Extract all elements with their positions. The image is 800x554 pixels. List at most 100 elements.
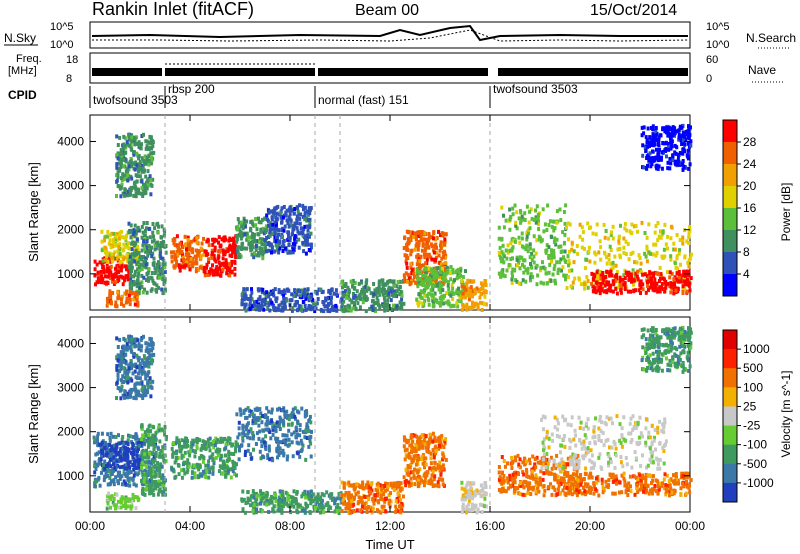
data-cell — [669, 254, 673, 259]
data-cell — [145, 236, 149, 241]
data-cell — [308, 225, 312, 230]
data-cell — [301, 240, 305, 245]
data-cell — [610, 230, 613, 235]
data-cell — [129, 262, 132, 266]
data-cell — [178, 241, 182, 246]
data-cell — [629, 277, 633, 282]
data-cell — [157, 273, 161, 278]
data-cell — [162, 280, 166, 285]
data-cell — [253, 507, 257, 512]
data-cell — [106, 299, 110, 304]
data-cell — [108, 442, 112, 447]
data-cell — [648, 137, 652, 142]
data-cell — [661, 255, 665, 260]
data-cell — [687, 124, 690, 129]
data-cell — [431, 304, 435, 309]
data-cell — [417, 243, 421, 247]
data-cell — [140, 142, 144, 147]
data-cell — [119, 148, 123, 153]
data-cell — [399, 289, 403, 294]
data-cell — [100, 274, 103, 279]
data-cell — [623, 222, 627, 226]
data-cell — [210, 248, 214, 253]
data-cell — [152, 256, 156, 261]
data-cell — [116, 270, 120, 275]
data-cell — [559, 218, 563, 223]
data-cell — [282, 205, 286, 209]
data-cell — [614, 286, 618, 291]
data-cell — [547, 270, 551, 275]
data-cell — [546, 203, 550, 208]
data-cell — [276, 232, 280, 237]
data-cell — [528, 246, 532, 251]
data-cell — [216, 450, 220, 455]
data-cell — [266, 217, 270, 222]
data-cell — [139, 257, 143, 262]
data-cell — [258, 449, 262, 454]
data-cell — [553, 219, 557, 224]
data-cell — [347, 293, 350, 298]
data-cell — [419, 289, 423, 294]
data-cell — [226, 458, 229, 463]
data-cell — [130, 164, 133, 169]
data-cell — [152, 281, 156, 286]
data-cell — [216, 447, 219, 452]
data-cell — [286, 288, 290, 293]
data-cell — [313, 309, 317, 314]
data-cell — [432, 271, 436, 276]
data-cell — [230, 262, 233, 267]
data-cell — [107, 454, 111, 459]
data-cell — [295, 205, 299, 210]
data-cell — [237, 426, 241, 431]
data-cell — [125, 466, 128, 471]
data-cell — [583, 286, 587, 291]
nsky-label: N.Sky — [4, 31, 36, 45]
data-cell — [423, 298, 427, 303]
data-cell — [130, 228, 134, 233]
data-cell — [326, 296, 329, 301]
data-cell — [356, 490, 360, 495]
data-cell — [246, 500, 250, 505]
data-cell — [230, 269, 234, 274]
data-cell — [214, 436, 218, 441]
data-cell — [110, 231, 114, 236]
data-cell — [273, 220, 277, 225]
data-cell — [572, 260, 576, 265]
data-cell — [607, 257, 611, 262]
data-cell — [192, 261, 196, 266]
data-cell — [657, 164, 661, 169]
data-cell — [224, 442, 228, 447]
data-cell — [316, 507, 319, 512]
data-cell — [205, 265, 208, 270]
data-cell — [604, 289, 608, 294]
data-cell — [564, 277, 567, 282]
data-cell — [117, 433, 120, 438]
data-cell — [562, 210, 566, 214]
data-cell — [136, 302, 140, 307]
data-cell — [292, 489, 296, 494]
data-cell — [321, 289, 325, 294]
data-cell — [270, 300, 274, 305]
data-cell — [150, 461, 154, 466]
data-cell — [599, 245, 603, 250]
data-cell — [534, 251, 538, 256]
data-cell — [307, 306, 311, 311]
data-cell — [295, 508, 299, 513]
data-cell — [669, 257, 673, 262]
data-cell — [555, 237, 559, 242]
data-cell — [137, 497, 141, 502]
data-cell — [155, 466, 159, 471]
data-cell — [669, 284, 673, 289]
data-cell — [101, 276, 105, 281]
data-cell — [500, 250, 504, 255]
data-cell — [188, 267, 192, 272]
data-cell — [127, 164, 131, 169]
data-cell — [110, 444, 114, 449]
data-cell — [443, 255, 447, 260]
data-cell — [214, 267, 218, 272]
data-cell — [402, 279, 406, 284]
data-cell — [676, 279, 680, 284]
data-cell — [640, 125, 644, 130]
data-cell — [149, 161, 153, 166]
